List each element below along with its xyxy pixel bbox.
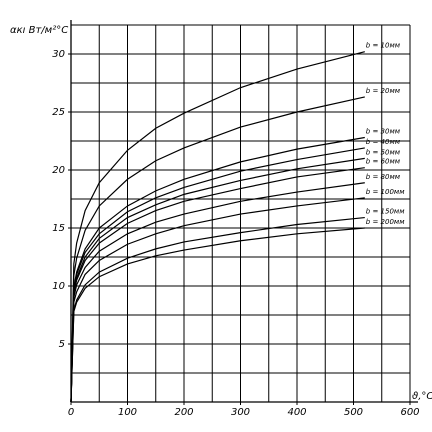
legend-label: b = 60мм xyxy=(366,158,401,166)
legend-label: b = 80мм xyxy=(366,173,401,181)
x-tick-label: 0 xyxy=(68,407,74,418)
line-series xyxy=(70,227,365,403)
line-series xyxy=(70,96,365,403)
y-axis-label: αкı Вт/м²°С xyxy=(10,25,68,36)
y-tick-label: 25 xyxy=(52,107,65,118)
y-tick-label: 10 xyxy=(52,281,65,292)
line-series xyxy=(70,182,365,403)
x-axis-label: ϑ,°C xyxy=(412,391,432,402)
line-series xyxy=(70,157,365,403)
line-series xyxy=(70,197,365,403)
x-tick-label: 300 xyxy=(231,407,250,418)
line-series xyxy=(70,51,365,403)
legend-label: b = 150мм xyxy=(366,208,405,216)
x-tick-label: 600 xyxy=(400,407,419,418)
legend-label: b = 30мм xyxy=(366,128,401,136)
legend-label: b = 20мм xyxy=(366,87,401,95)
y-tick-label: 30 xyxy=(52,49,65,60)
x-tick-label: 200 xyxy=(174,407,193,418)
y-tick-label: 5 xyxy=(59,339,65,350)
legend-label: b = 50мм xyxy=(366,148,401,156)
x-tick-label: 100 xyxy=(118,407,137,418)
x-tick-label: 400 xyxy=(287,407,306,418)
y-tick-label: 15 xyxy=(52,223,65,234)
line-series xyxy=(70,147,365,403)
legend-label: b = 40мм xyxy=(366,138,401,146)
legend-label: b = 10мм xyxy=(366,42,401,50)
y-tick-label: 20 xyxy=(52,165,65,176)
legend-label: b = 200мм xyxy=(366,218,405,226)
legend-label: b = 100мм xyxy=(366,188,405,196)
x-tick-label: 500 xyxy=(344,407,363,418)
line-series xyxy=(70,167,365,403)
line-series xyxy=(70,216,365,403)
